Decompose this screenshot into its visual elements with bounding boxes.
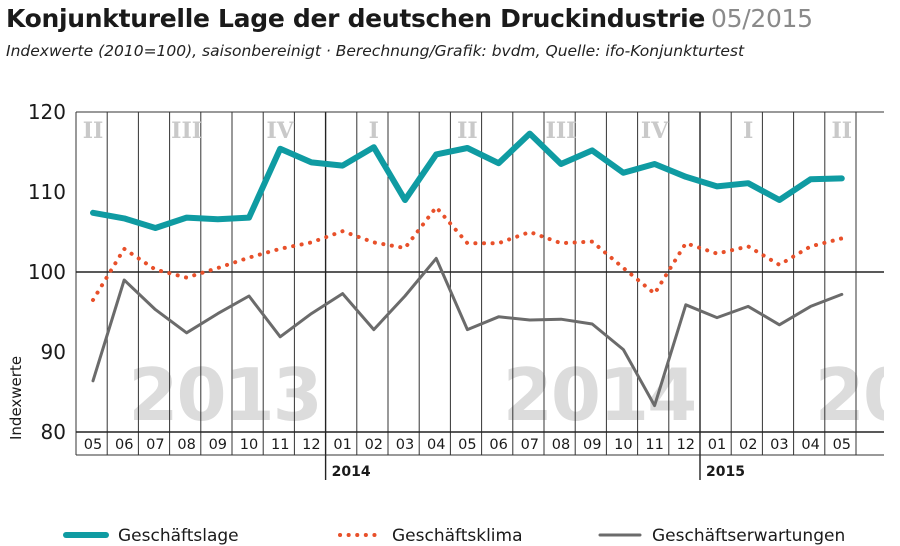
x-tick-label: 10 xyxy=(614,437,632,453)
x-tick-label: 04 xyxy=(427,437,445,453)
x-tick-label: 09 xyxy=(583,437,601,453)
x-tick-label: 03 xyxy=(770,437,788,453)
legend: Geschäftslage Geschäftsklima Geschäftserwa… xyxy=(63,526,845,546)
series-lines xyxy=(90,130,845,408)
y-tick-label: 110 xyxy=(28,180,66,204)
x-tick-label: 02 xyxy=(365,437,383,453)
quarter-label-0: II xyxy=(83,118,104,144)
x-tick-label: 09 xyxy=(209,437,227,453)
year-label-0: 2014 xyxy=(332,464,371,480)
x-tick-label: 04 xyxy=(801,437,819,453)
x-tick-label: 08 xyxy=(552,437,570,453)
chart-subtitle: Indexwerte (2010=100), saisonbereinigt ·… xyxy=(6,42,745,60)
x-tick-label: 05 xyxy=(84,437,102,453)
series-line-1 xyxy=(91,205,844,302)
quarter-labels: II III IV I II III IV I II xyxy=(83,118,852,144)
x-tick-label: 05 xyxy=(833,437,851,453)
x-tick-label: 11 xyxy=(645,437,663,453)
legend-item-0: Geschäftslage xyxy=(63,526,239,546)
x-axis: 05 06 07 08 09 10 11 12 01 02 03 04 05 06 07 08 09 10 11 12… xyxy=(84,437,851,480)
y-tick-label: 90 xyxy=(41,340,66,364)
quarter-label-3: I xyxy=(369,118,379,144)
quarter-label-7: I xyxy=(743,118,753,144)
background-year-0: 2013 xyxy=(128,353,320,437)
x-tick-label: 01 xyxy=(333,437,351,453)
y-tick-label: 80 xyxy=(41,420,66,444)
legend-label-0: Geschäftslage xyxy=(118,526,239,546)
series-line-2 xyxy=(91,256,844,408)
quarter-label-8: II xyxy=(832,118,853,144)
y-tick-label: 120 xyxy=(28,100,66,124)
x-tick-label: 05 xyxy=(458,437,476,453)
y-axis-label: Indexwerte xyxy=(7,356,25,440)
x-tick-label: 03 xyxy=(396,437,414,453)
legend-label-1: Geschäftsklima xyxy=(392,526,523,546)
background-year-1: 2014 xyxy=(503,353,695,437)
legend-item-1: Geschäftsklima xyxy=(338,526,523,546)
background-year-2: 20 xyxy=(815,353,900,437)
x-tick-label: 02 xyxy=(739,437,757,453)
title-text: Konjunkturelle Lage der deutschen Drucki… xyxy=(6,4,705,33)
legend-item-2: Geschäftserwartungen xyxy=(598,526,845,546)
x-tick-label: 06 xyxy=(489,437,507,453)
y-axis: 80 90 100 110 120 Indexwerte xyxy=(7,100,66,444)
title-date: 05/2015 xyxy=(711,4,813,33)
quarter-label-1: III xyxy=(171,118,202,144)
x-tick-label: 01 xyxy=(708,437,726,453)
x-tick-label: 12 xyxy=(302,437,320,453)
chart-title: Konjunkturelle Lage der deutschen Drucki… xyxy=(6,4,813,33)
quarter-label-6: IV xyxy=(641,118,669,144)
background-years: 2013 2014 20 xyxy=(128,353,900,437)
quarter-label-5: III xyxy=(546,118,577,144)
x-tick-label: 08 xyxy=(177,437,195,453)
x-tick-label: 07 xyxy=(146,437,164,453)
series-line-0 xyxy=(90,130,845,231)
x-tick-label: 12 xyxy=(677,437,695,453)
legend-label-2: Geschäftserwartungen xyxy=(652,526,845,546)
x-tick-label: 11 xyxy=(271,437,289,453)
quarter-label-2: IV xyxy=(267,118,295,144)
x-tick-label: 07 xyxy=(521,437,539,453)
y-tick-label: 100 xyxy=(28,260,66,284)
x-tick-label: 06 xyxy=(115,437,133,453)
quarter-label-4: II xyxy=(457,118,478,144)
year-label-1: 2015 xyxy=(706,464,745,480)
x-tick-label: 10 xyxy=(240,437,258,453)
